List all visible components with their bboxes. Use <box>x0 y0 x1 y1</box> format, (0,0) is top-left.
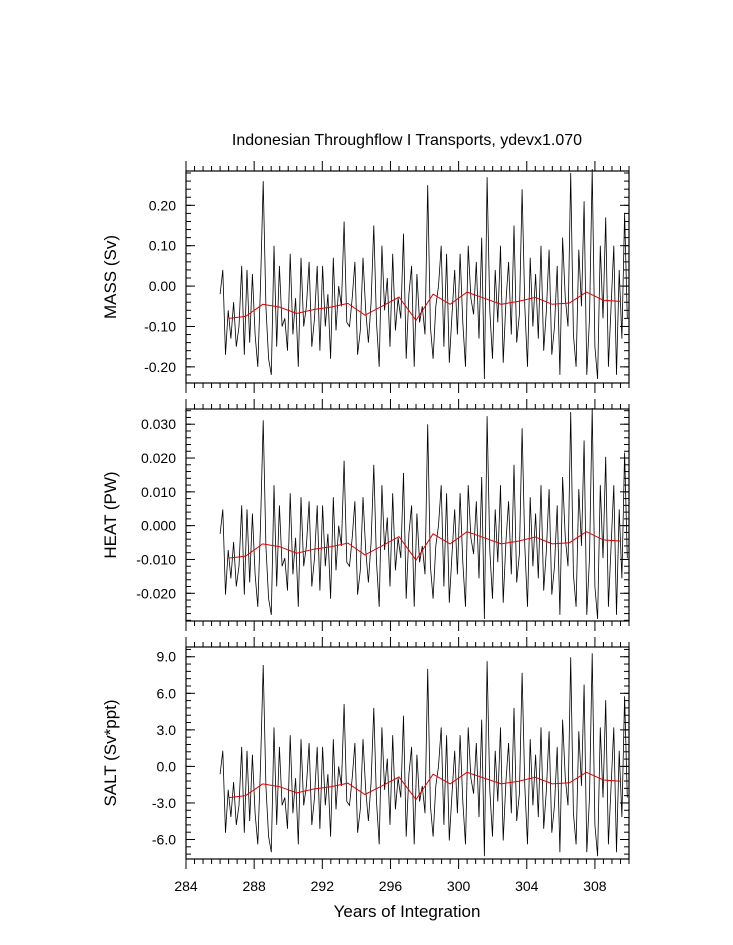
x-tick-label: 292 <box>311 878 335 894</box>
y-axis-label: SALT (Sv*ppt) <box>101 699 120 806</box>
y-tick-label: 0.000 <box>141 518 176 534</box>
monthly-series-line <box>219 653 628 857</box>
y-tick-label: -0.010 <box>136 551 176 567</box>
y-axis-label: MASS (Sv) <box>101 235 120 319</box>
x-tick-labels: 284 288 292 296 300 304 308 <box>174 878 606 894</box>
annual-mean-line <box>228 531 621 561</box>
plot-frame <box>185 170 630 384</box>
y-tick-label: 0.20 <box>149 197 176 213</box>
chart-title: Indonesian Throughflow I Transports, yde… <box>232 132 582 149</box>
y-tick-label: -0.20 <box>144 359 176 375</box>
y-tick-label: 0.010 <box>141 484 176 500</box>
y-tick-label: 0.10 <box>149 238 176 254</box>
monthly-series-line <box>219 407 628 620</box>
x-tick-label: 284 <box>174 878 198 894</box>
plot-frame <box>185 646 630 860</box>
panel-salt: -6.0 -3.0 0.0 3.0 6.0 9.0 SALT (Sv*ppt) <box>101 637 630 869</box>
y-tick-label: -0.10 <box>144 318 176 334</box>
x-axis-label: Years of Integration <box>334 902 481 921</box>
x-tick-label: 300 <box>447 878 471 894</box>
plot-frame <box>185 408 630 622</box>
y-tick-label: 3.0 <box>157 722 177 738</box>
x-tick-label: 308 <box>583 878 607 894</box>
y-tick-label: 0.0 <box>157 758 177 774</box>
panel-mass: -0.20 -0.10 0.00 0.10 0.20 MASS (Sv) <box>101 161 630 393</box>
annual-mean-line <box>228 291 621 322</box>
y-tick-label: -6.0 <box>152 832 176 848</box>
y-tick-label: 0.030 <box>141 416 176 432</box>
y-tick-label: 9.0 <box>157 649 177 665</box>
y-tick-label: 0.00 <box>149 278 176 294</box>
y-axis-label: HEAT (PW) <box>101 471 120 558</box>
x-tick-label: 304 <box>515 878 539 894</box>
x-tick-label: 296 <box>379 878 403 894</box>
y-tick-label: -3.0 <box>152 795 176 811</box>
annual-mean-line <box>228 771 621 801</box>
panel-heat: -0.020 -0.010 0.000 0.010 0.020 0.030 HEAT (P… <box>101 399 630 631</box>
y-tick-label: -0.020 <box>136 585 176 601</box>
y-tick-label: 6.0 <box>157 685 177 701</box>
x-tick-label: 288 <box>242 878 266 894</box>
monthly-series-line <box>219 168 628 380</box>
y-tick-label: 0.020 <box>141 450 176 466</box>
